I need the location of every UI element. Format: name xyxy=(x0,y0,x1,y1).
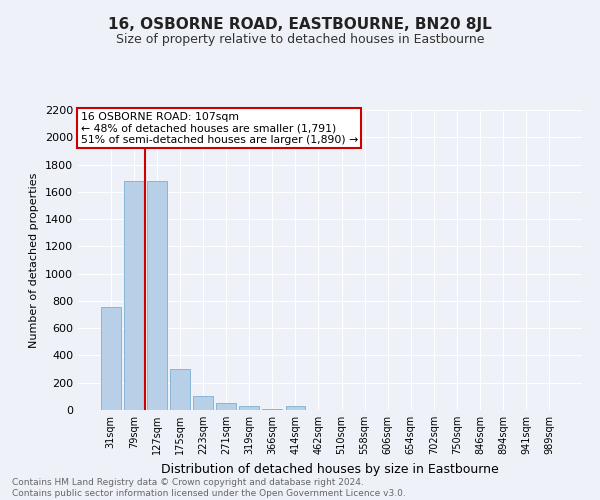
Bar xyxy=(193,396,213,410)
Y-axis label: Number of detached properties: Number of detached properties xyxy=(29,172,40,348)
Text: 16, OSBORNE ROAD, EASTBOURNE, BN20 8JL: 16, OSBORNE ROAD, EASTBOURNE, BN20 8JL xyxy=(108,18,492,32)
Text: 16 OSBORNE ROAD: 107sqm
← 48% of detached houses are smaller (1,791)
51% of semi: 16 OSBORNE ROAD: 107sqm ← 48% of detache… xyxy=(80,112,358,144)
X-axis label: Distribution of detached houses by size in Eastbourne: Distribution of detached houses by size … xyxy=(161,462,499,475)
Text: Size of property relative to detached houses in Eastbourne: Size of property relative to detached ho… xyxy=(116,32,484,46)
Text: Contains HM Land Registry data © Crown copyright and database right 2024.
Contai: Contains HM Land Registry data © Crown c… xyxy=(12,478,406,498)
Bar xyxy=(170,369,190,410)
Bar xyxy=(217,402,236,410)
Bar xyxy=(239,406,259,410)
Bar xyxy=(101,307,121,410)
Bar xyxy=(124,181,143,410)
Bar xyxy=(286,406,305,410)
Bar xyxy=(147,181,167,410)
